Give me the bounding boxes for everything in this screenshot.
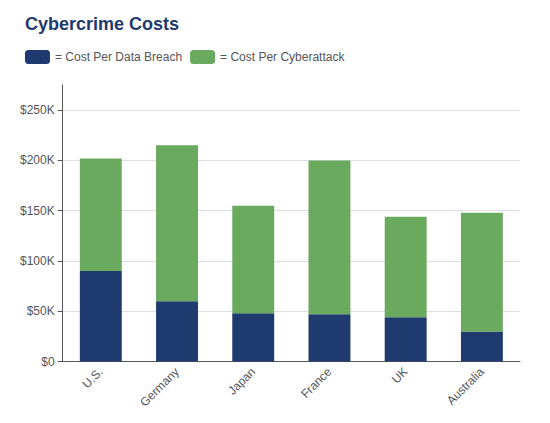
svg-text:Cybercrime Costs: Cybercrime Costs [25, 14, 179, 34]
svg-text:Germany: Germany [137, 365, 182, 410]
svg-text:UK: UK [389, 365, 411, 387]
svg-text:$100K: $100K [20, 254, 55, 268]
svg-text:U.S.: U.S. [79, 365, 105, 391]
svg-text:= Cost Per Cyberattack: = Cost Per Cyberattack [220, 50, 345, 64]
svg-text:Japan: Japan [225, 365, 258, 398]
svg-text:$150K: $150K [20, 204, 55, 218]
svg-text:Australia: Australia [444, 364, 487, 407]
svg-text:$50K: $50K [27, 304, 55, 318]
svg-text:$250K: $250K [20, 103, 55, 117]
svg-text:= Cost Per Data Breach: = Cost Per Data Breach [55, 50, 182, 64]
svg-text:$0: $0 [41, 355, 55, 369]
svg-text:$200K: $200K [20, 153, 55, 167]
svg-text:France: France [298, 364, 335, 401]
